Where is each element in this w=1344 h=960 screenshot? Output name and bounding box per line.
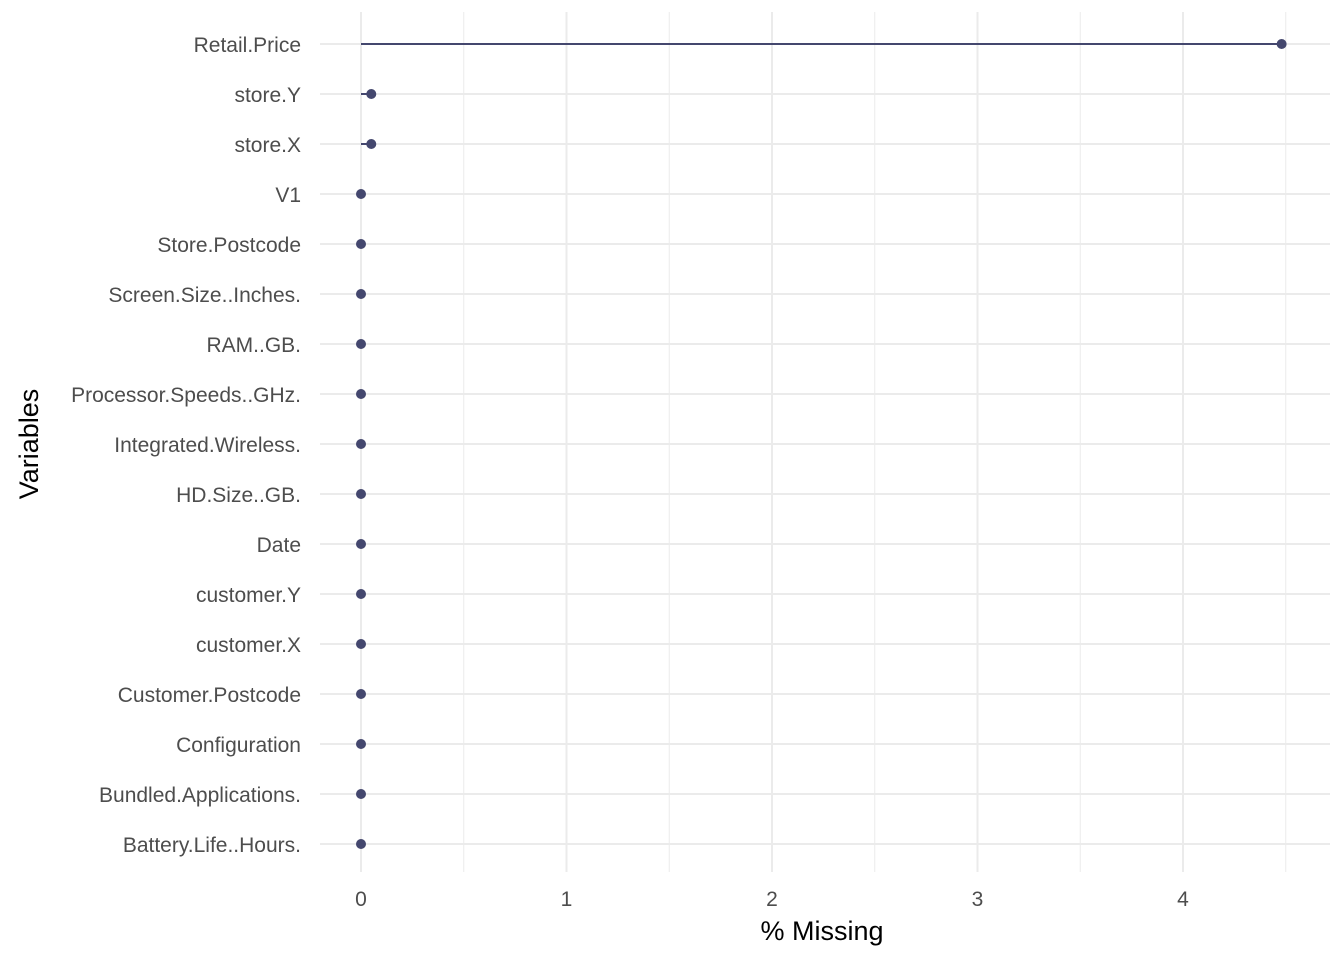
x-axis-title: % Missing (760, 916, 883, 946)
y-tick-label: Integrated.Wireless. (114, 434, 301, 457)
y-tick-label: Bundled.Applications. (99, 784, 301, 807)
x-tick-label: 0 (355, 888, 367, 911)
lollipop-point (356, 839, 366, 849)
y-tick-label: Processor.Speeds..GHz. (71, 384, 301, 407)
x-tick-label: 3 (972, 888, 984, 911)
lollipop-point (356, 639, 366, 649)
x-tick-label: 2 (766, 888, 778, 911)
lollipop-point (356, 739, 366, 749)
y-tick-label: Configuration (176, 734, 301, 757)
lollipop-point (356, 239, 366, 249)
lollipop-point (356, 189, 366, 199)
lollipop-point (356, 689, 366, 699)
y-tick-label: Date (257, 534, 301, 557)
lollipop-point (356, 489, 366, 499)
x-tick-label: 4 (1177, 888, 1189, 911)
y-tick-label: customer.X (196, 634, 301, 657)
lollipop-point (356, 589, 366, 599)
y-tick-label: store.X (234, 134, 301, 157)
grid-lines (320, 12, 1330, 872)
y-tick-label: Customer.Postcode (118, 684, 301, 707)
y-tick-label: store.Y (234, 84, 301, 107)
lollipop-point (356, 439, 366, 449)
y-tick-label: Screen.Size..Inches. (108, 284, 301, 307)
lollipop-point (356, 339, 366, 349)
y-tick-label: HD.Size..GB. (176, 484, 301, 507)
x-tick-label: 1 (561, 888, 573, 911)
lollipop-point (366, 89, 377, 99)
x-tick-labels: 0 1 2 3 4 (355, 888, 1189, 911)
y-tick-label: V1 (275, 184, 301, 207)
y-tick-label: customer.Y (196, 584, 301, 607)
y-tick-labels: Retail.Price store.Y store.X V1 Store.Postco… (71, 34, 301, 857)
y-tick-label: Store.Postcode (157, 234, 301, 257)
y-axis-title: Variables (14, 389, 44, 500)
y-tick-label: Retail.Price (194, 34, 301, 57)
y-tick-label: Battery.Life..Hours. (123, 834, 301, 857)
lollipop-marks (356, 39, 1287, 849)
lollipop-point (356, 289, 366, 299)
lollipop-point (356, 539, 366, 549)
lollipop-point (366, 139, 377, 149)
lollipop-point (1276, 39, 1287, 49)
lollipop-point (356, 789, 366, 799)
lollipop-point (356, 389, 366, 399)
y-tick-label: RAM..GB. (206, 334, 301, 357)
